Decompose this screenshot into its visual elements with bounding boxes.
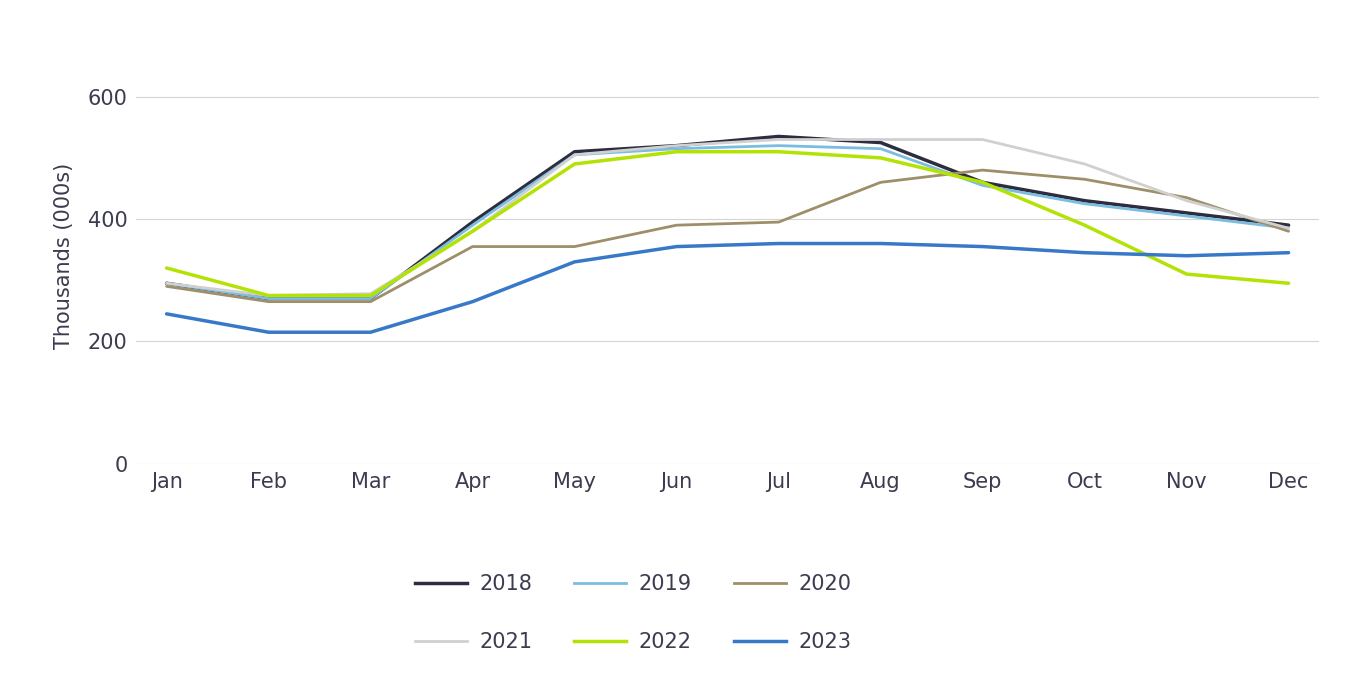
2018: [1280, 221, 1296, 229]
2019: [1076, 200, 1092, 208]
2023: [261, 328, 277, 336]
2021: [158, 279, 174, 287]
2020: [1280, 227, 1296, 235]
2018: [1178, 209, 1194, 217]
Line: 2020: 2020: [166, 170, 1288, 301]
2018: [873, 138, 889, 147]
Line: 2018: 2018: [166, 136, 1288, 299]
2023: [158, 310, 174, 318]
2021: [362, 290, 378, 298]
2022: [974, 178, 990, 186]
2018: [669, 142, 684, 150]
2023: [465, 297, 481, 306]
2018: [566, 148, 582, 156]
2019: [566, 151, 582, 159]
Line: 2019: 2019: [166, 146, 1288, 299]
2020: [1076, 175, 1092, 183]
2020: [1178, 194, 1194, 202]
2022: [1280, 279, 1296, 287]
2019: [1280, 224, 1296, 233]
2022: [158, 264, 174, 272]
2021: [974, 136, 990, 144]
2019: [974, 181, 990, 190]
2023: [770, 239, 786, 248]
2022: [566, 160, 582, 168]
2019: [261, 295, 277, 303]
2022: [873, 153, 889, 162]
2019: [158, 279, 174, 287]
2018: [362, 295, 378, 303]
2020: [465, 243, 481, 251]
2021: [669, 142, 684, 150]
2020: [261, 297, 277, 306]
2021: [465, 227, 481, 235]
2021: [1178, 196, 1194, 205]
2020: [566, 243, 582, 251]
2022: [1178, 270, 1194, 278]
2019: [770, 142, 786, 150]
2021: [261, 291, 277, 299]
2018: [1076, 196, 1092, 205]
2023: [669, 243, 684, 251]
2019: [465, 221, 481, 229]
Line: 2021: 2021: [166, 140, 1288, 295]
Line: 2022: 2022: [166, 152, 1288, 295]
2022: [465, 227, 481, 235]
Legend: 2021, 2022, 2023: 2021, 2022, 2023: [407, 624, 860, 661]
2018: [158, 279, 174, 287]
2018: [974, 178, 990, 186]
2022: [362, 291, 378, 299]
2023: [873, 239, 889, 248]
2021: [770, 136, 786, 144]
2020: [669, 221, 684, 229]
2018: [261, 295, 277, 303]
2022: [770, 148, 786, 156]
2022: [261, 291, 277, 299]
2023: [362, 328, 378, 336]
2022: [1076, 221, 1092, 229]
2020: [770, 218, 786, 226]
2020: [158, 282, 174, 291]
2020: [362, 297, 378, 306]
2018: [770, 132, 786, 140]
2019: [873, 145, 889, 153]
2023: [566, 258, 582, 266]
2018: [465, 218, 481, 226]
2020: [873, 178, 889, 186]
2023: [1076, 249, 1092, 257]
2021: [566, 151, 582, 159]
2021: [873, 136, 889, 144]
2019: [669, 145, 684, 153]
2021: [1280, 224, 1296, 233]
2023: [1178, 252, 1194, 260]
2023: [1280, 249, 1296, 257]
2019: [362, 295, 378, 303]
Line: 2023: 2023: [166, 243, 1288, 332]
2022: [669, 148, 684, 156]
2023: [974, 243, 990, 251]
2019: [1178, 212, 1194, 220]
2021: [1076, 160, 1092, 168]
2020: [974, 166, 990, 174]
Y-axis label: Thousands (000s): Thousands (000s): [54, 162, 73, 349]
